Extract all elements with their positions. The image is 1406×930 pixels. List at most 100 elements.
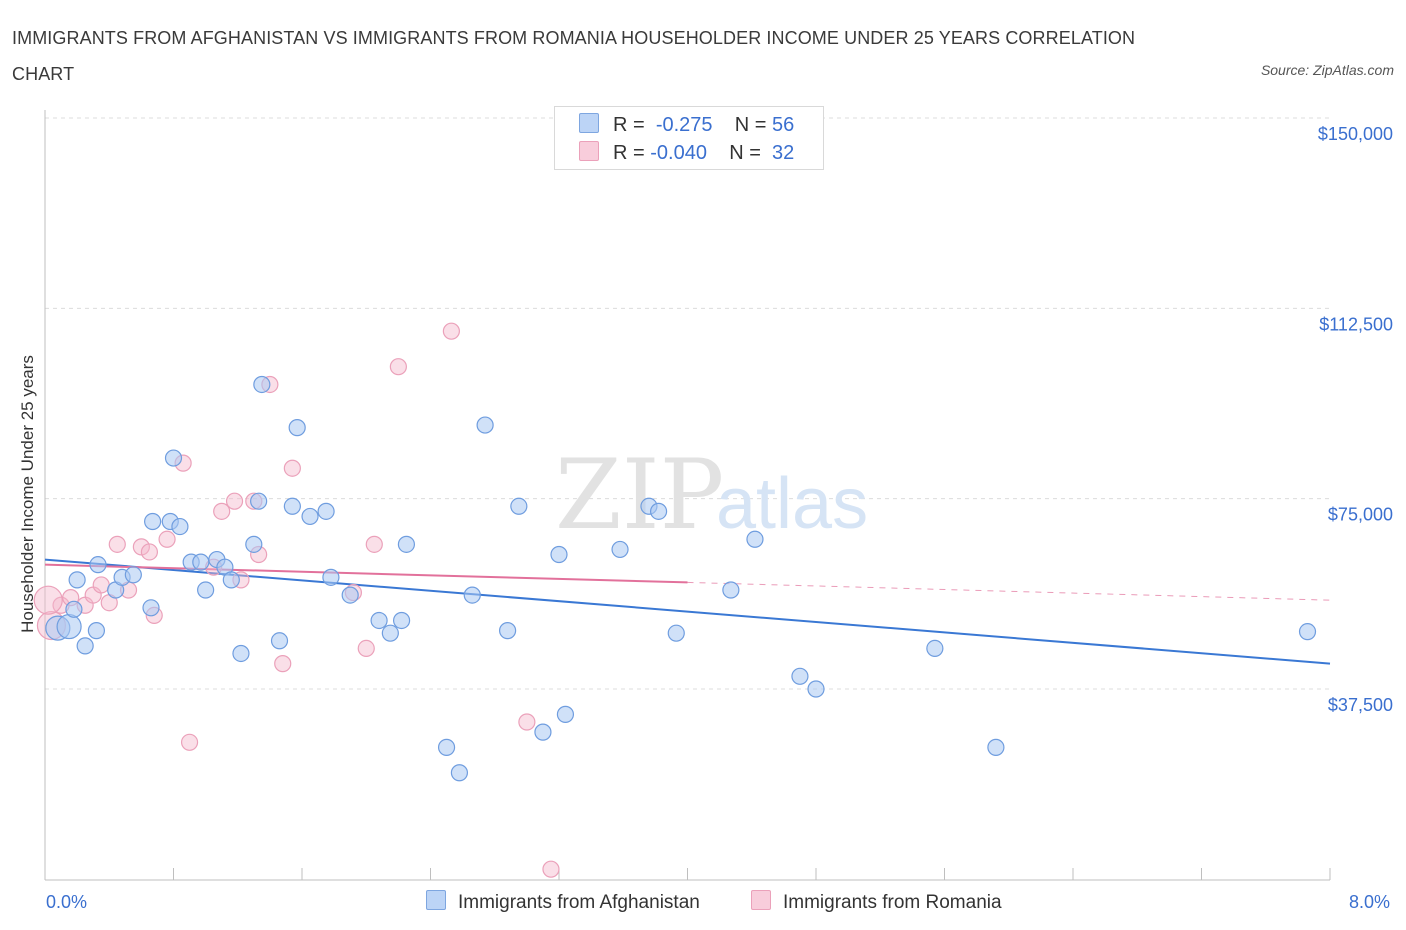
n-value: 56 [772,114,795,136]
point-romania [33,585,63,615]
point-romania [213,502,231,520]
point-afghanistan [87,622,106,640]
point-romania [442,322,460,340]
point-afghanistan [197,581,215,599]
point-afghanistan [142,599,160,617]
point-romania [92,576,110,594]
trend-line-romania-extension [687,581,1331,601]
point-romania [365,535,383,553]
point-afghanistan [322,568,340,586]
trend-line-afghanistan [44,558,1331,665]
point-romania [542,860,560,878]
bottom-legend-romania: Immigrants from Romania [751,890,1002,914]
point-romania [274,655,292,673]
n-value: 32 [772,142,795,164]
bottom-legend-label: Immigrants from Afghanistan [458,892,700,913]
x-tick-max: 8.0% [1349,892,1391,912]
point-afghanistan [807,680,825,698]
point-afghanistan [164,449,183,467]
legend-row-romania: R = -0.040 N = 32 [579,141,794,167]
y-tick-label: $37,500 [1328,695,1393,715]
trend-line-romania [44,563,688,584]
point-afghanistan [253,375,271,394]
r-value: -0.040 [650,142,707,164]
point-afghanistan [722,581,740,599]
point-romania [158,530,176,548]
point-afghanistan [392,611,411,630]
bottom-legend-swatch-romania [751,890,771,910]
point-romania [180,733,199,751]
r-value: -0.275 [655,114,713,136]
point-afghanistan [283,497,301,515]
point-afghanistan [437,738,456,756]
point-afghanistan [124,566,142,584]
point-romania [283,459,301,477]
point-afghanistan [222,571,240,589]
point-afghanistan [649,502,668,520]
point-afghanistan [534,723,552,741]
grid-lines [45,117,1330,690]
point-afghanistan [192,553,210,571]
point-afghanistan [76,637,94,655]
point-afghanistan [245,535,263,553]
point-afghanistan [510,497,528,515]
point-afghanistan [556,705,575,723]
point-afghanistan [65,600,83,618]
r-label: R = [613,142,645,164]
point-afghanistan [463,586,481,604]
point-afghanistan [68,571,86,589]
point-romania [225,492,244,510]
legend-swatch-romania [579,141,599,161]
r-label: R = [613,114,645,136]
point-romania [518,713,536,731]
point-romania [140,543,159,561]
point-afghanistan [987,738,1005,756]
point-romania [389,358,407,376]
point-afghanistan [381,624,399,642]
point-afghanistan [746,530,764,548]
point-afghanistan [476,416,494,434]
point-afghanistan [144,512,162,531]
point-afghanistan [450,764,469,782]
point-afghanistan [56,613,82,640]
point-afghanistan [171,517,189,536]
trend-lines [44,558,1331,665]
point-afghanistan [667,624,685,642]
point-afghanistan [550,545,568,564]
point-afghanistan [611,540,629,559]
data-points [33,322,1317,878]
x-tick-min: 0.0% [46,892,88,912]
point-romania [357,639,375,657]
watermark-atlas: atlas [716,464,868,544]
point-afghanistan [397,535,416,553]
bottom-legend-swatch-afghanistan [426,890,446,910]
correlation-legend: R = -0.275 N = 56 R = -0.040 N = 32 [554,106,824,170]
point-afghanistan [89,556,107,574]
chart-title: IMMIGRANTS FROM AFGHANISTAN VS IMMIGRANT… [12,28,1136,84]
point-afghanistan [232,644,250,663]
legend-row-afghanistan: R = -0.275 N = 56 [579,113,794,139]
y-axis-label: Householder Income Under 25 years [18,355,37,633]
y-tick-labels: $37,500 $75,000 $112,500 $150,000 [1318,124,1393,715]
point-afghanistan [926,639,944,657]
point-afghanistan [341,586,359,604]
point-afghanistan [301,507,319,526]
legend-swatch-afghanistan [579,113,599,133]
bottom-legend-afghanistan: Immigrants from Afghanistan [426,890,700,914]
y-tick-label: $150,000 [1318,124,1393,144]
point-afghanistan [499,622,517,640]
point-afghanistan [250,492,268,510]
point-afghanistan [270,632,289,650]
point-afghanistan [370,611,388,630]
point-afghanistan [791,667,809,685]
point-afghanistan [317,502,335,520]
n-label: N = [729,142,761,164]
source-label: Source: ZipAtlas.com [1260,62,1394,78]
y-tick-label: $75,000 [1328,505,1393,525]
point-afghanistan [1298,623,1317,641]
point-romania [108,535,126,553]
bottom-legend-label: Immigrants from Romania [783,892,1002,913]
n-label: N = [734,114,767,136]
watermark-zip: ZIP [555,439,724,551]
